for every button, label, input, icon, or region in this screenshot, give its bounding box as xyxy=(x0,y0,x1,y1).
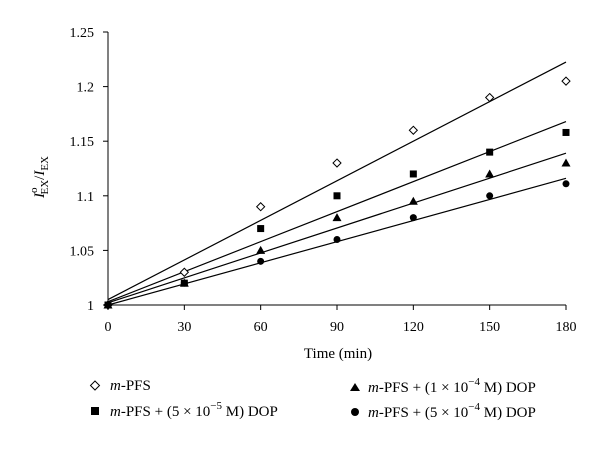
y-title-symbol2: I xyxy=(32,170,48,177)
x-tick-label: 0 xyxy=(105,320,112,335)
data-point-square xyxy=(333,192,341,200)
legend-item-0: m-PFS xyxy=(89,378,151,394)
y-axis-title: IoEX/IEX xyxy=(28,156,51,199)
data-point-circle xyxy=(409,214,417,222)
data-point-circle xyxy=(562,180,570,188)
data-point-diamond-open xyxy=(484,92,495,103)
data-point-triangle xyxy=(561,158,571,167)
data-point-circle xyxy=(486,192,494,200)
data-point-triangle xyxy=(332,213,342,222)
x-tick-label: 150 xyxy=(479,320,500,335)
y-title-sub2: EX xyxy=(39,156,51,171)
data-point-diamond-open xyxy=(255,202,266,212)
y-tick-label: 1.25 xyxy=(70,26,95,41)
x-tick-label: 60 xyxy=(254,320,268,335)
legend-label-3: m-PFS + (5 × 10−4 M) DOP xyxy=(368,401,536,421)
data-point-diamond-open xyxy=(332,158,342,168)
y-tick-label: 1.05 xyxy=(70,244,95,259)
y-tick-label: 1.1 xyxy=(77,190,95,205)
y-tick-label: 1 xyxy=(87,299,94,314)
y-title-sup: o xyxy=(28,187,40,193)
data-point-triangle xyxy=(485,169,495,178)
x-tick-label: 120 xyxy=(403,320,424,335)
fit-line-0 xyxy=(107,61,567,301)
data-point-diamond-open xyxy=(408,125,419,135)
legend-item-2: m-PFS + (1 × 10−4 M) DOP xyxy=(350,376,536,396)
x-tick-label: 90 xyxy=(330,320,344,335)
legend-item-1: m-PFS + (5 × 10−5 M) DOP xyxy=(91,400,278,420)
data-point-circle xyxy=(104,301,112,309)
legend-marker-square xyxy=(91,407,99,415)
x-axis-title: Time (min) xyxy=(304,346,372,362)
legend-item-3: m-PFS + (5 × 10−4 M) DOP xyxy=(351,401,536,421)
x-tick-label: 180 xyxy=(556,320,577,335)
legend-label-1: m-PFS + (5 × 10−5 M) DOP xyxy=(110,400,278,420)
data-point-diamond-open xyxy=(179,267,190,277)
y-title-sub: EX xyxy=(39,180,51,195)
data-point-square xyxy=(257,225,265,233)
x-tick-label: 30 xyxy=(177,320,191,335)
data-point-triangle xyxy=(408,196,418,205)
legend: m-PFS m-PFS + (5 × 10−5 M) DOP m-PFS + (… xyxy=(89,376,536,421)
y-title-symbol: I xyxy=(32,192,48,199)
data-point-square xyxy=(486,148,494,156)
tick-labels: 0 30 60 90 120 150 180 1 1.05 1.1 1.15 1.2 1.25 xyxy=(70,26,577,335)
fit-line-1 xyxy=(107,120,567,303)
legend-label-2: m-PFS + (1 × 10−4 M) DOP xyxy=(368,376,536,396)
data-point-triangle xyxy=(256,245,266,254)
fit-line-2 xyxy=(107,152,567,304)
data-point-diamond-open xyxy=(561,76,571,86)
y-tick-label: 1.2 xyxy=(77,81,95,96)
legend-marker-triangle xyxy=(350,383,360,391)
legend-marker-circle xyxy=(351,408,359,416)
data-point-square xyxy=(409,170,417,178)
axes xyxy=(103,31,567,310)
data-point-circle xyxy=(333,235,341,243)
fit-lines xyxy=(107,61,567,306)
legend-marker-diamond xyxy=(89,380,101,391)
data-point-square xyxy=(562,128,570,136)
legend-label-0: m-PFS xyxy=(110,378,151,394)
y-title-sep: / xyxy=(32,175,48,180)
data-points xyxy=(103,76,571,310)
data-point-circle xyxy=(180,279,188,287)
data-point-circle xyxy=(257,257,265,265)
y-tick-label: 1.15 xyxy=(70,135,95,150)
svg-text:IoEX/IEX: IoEX/IEX xyxy=(28,156,51,199)
